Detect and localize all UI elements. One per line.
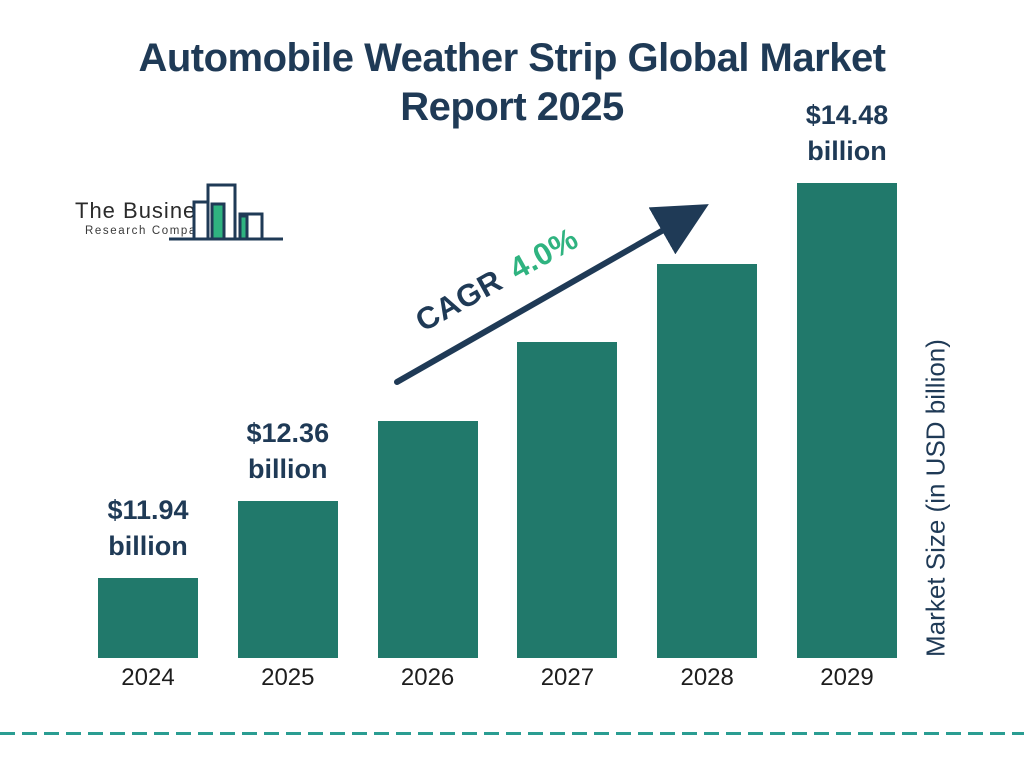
value-label-unit: billion bbox=[248, 454, 328, 484]
x-axis-label-2027: 2027 bbox=[540, 664, 595, 691]
value-label-2029: $14.48 billion bbox=[806, 97, 889, 169]
page-title-line1: Automobile Weather Strip Global Market bbox=[138, 36, 886, 80]
value-label-unit: billion bbox=[108, 531, 188, 561]
value-label-amount: $14.48 bbox=[805, 100, 889, 130]
value-label-unit: billion bbox=[807, 136, 887, 166]
bottom-dashed-divider bbox=[0, 732, 1024, 735]
bar-2026 bbox=[377, 421, 478, 658]
value-label-amount: $11.94 bbox=[107, 495, 189, 525]
value-label-2024: $11.94 billion bbox=[107, 492, 188, 564]
page-title-line2: Report 2025 bbox=[400, 85, 624, 129]
value-label-amount: $12.36 bbox=[246, 418, 330, 448]
page-title: Automobile Weather Strip Global Market R… bbox=[0, 34, 1024, 132]
value-label-2025: $12.36 billion bbox=[247, 415, 330, 487]
x-axis-label-2024: 2024 bbox=[121, 664, 175, 691]
x-axis-label-2029: 2029 bbox=[820, 664, 874, 691]
y-axis-label: Market Size (in USD billion) bbox=[920, 339, 951, 657]
bar-2028 bbox=[657, 264, 758, 658]
x-axis-label-2025: 2025 bbox=[261, 664, 315, 691]
bar-chart-logo-icon bbox=[169, 183, 283, 241]
cagr-trend-arrow-icon bbox=[394, 204, 709, 385]
bar-2027 bbox=[517, 342, 618, 658]
x-axis-label-2026: 2026 bbox=[400, 664, 455, 691]
logo-text-secondary: Research Company bbox=[85, 225, 213, 237]
x-axis-label-2028: 2028 bbox=[680, 664, 734, 691]
bar-2024 bbox=[98, 578, 198, 658]
bar-2025 bbox=[237, 501, 338, 658]
company-logo: The Business Research Company bbox=[70, 178, 300, 248]
bar-2029 bbox=[797, 183, 897, 658]
